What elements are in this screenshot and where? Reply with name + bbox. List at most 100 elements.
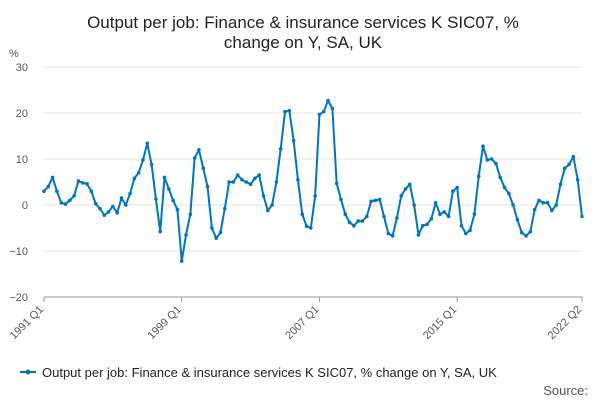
data-point — [309, 226, 313, 230]
series-line — [43, 99, 583, 263]
data-point — [46, 184, 51, 189]
data-point — [141, 158, 145, 162]
data-point — [175, 207, 180, 212]
y-tick-label: 0 — [22, 200, 28, 212]
data-point — [382, 214, 386, 219]
data-point — [562, 166, 567, 170]
data-point — [214, 236, 218, 240]
data-point — [339, 197, 343, 202]
x-tick-label: 1991 Q1 — [8, 304, 46, 342]
data-point — [515, 217, 520, 222]
data-point — [412, 203, 416, 207]
chart-title-line-2: change on Y, SA, UK — [224, 33, 383, 52]
data-point — [321, 109, 326, 114]
data-point — [386, 231, 391, 236]
y-tick-label: 30 — [16, 62, 28, 74]
data-point — [476, 174, 481, 179]
data-point — [261, 194, 266, 198]
data-point — [59, 200, 64, 205]
data-point — [162, 175, 167, 180]
data-point — [158, 229, 163, 234]
data-point — [334, 181, 339, 186]
data-point — [489, 157, 494, 161]
data-point — [167, 187, 171, 191]
data-point — [567, 162, 571, 167]
y-tick-label: −10 — [9, 246, 28, 258]
source-label: Source: — [543, 383, 588, 398]
data-point — [55, 189, 59, 193]
data-point — [227, 180, 231, 184]
x-tick-label: 2015 Q1 — [421, 304, 459, 342]
x-tick-label: 2007 Q1 — [283, 304, 321, 342]
x-axis: 1991 Q1 1999 Q1 2007 Q1 2015 Q1 2022 Q2 — [8, 296, 584, 342]
data-point — [231, 180, 236, 184]
series-layer — [42, 98, 584, 263]
x-tick-label: 1999 Q1 — [146, 304, 184, 342]
data-point — [119, 196, 124, 200]
data-point — [377, 197, 382, 202]
data-point — [481, 144, 485, 148]
data-point — [395, 216, 399, 220]
data-point — [106, 210, 111, 214]
data-point — [399, 194, 404, 198]
data-point — [463, 231, 468, 236]
data-point — [257, 173, 262, 177]
data-point — [326, 98, 330, 103]
data-point — [98, 206, 102, 211]
y-axis-unit-label: % — [9, 48, 19, 60]
legend: Output per job: Finance & insurance serv… — [20, 365, 497, 380]
data-point — [571, 154, 576, 159]
data-point — [128, 191, 132, 196]
data-point — [266, 208, 270, 213]
data-point — [93, 201, 98, 206]
data-point — [356, 219, 360, 223]
data-point — [511, 203, 515, 207]
data-point — [502, 185, 507, 190]
data-point — [283, 109, 287, 114]
data-point — [451, 189, 455, 193]
data-point — [76, 179, 81, 183]
data-point — [244, 180, 249, 184]
data-point — [201, 166, 206, 170]
data-point — [184, 233, 188, 237]
data-point — [369, 199, 373, 204]
data-point — [205, 184, 210, 189]
data-point — [300, 212, 305, 216]
data-point — [85, 182, 89, 186]
data-point — [123, 203, 128, 207]
data-point — [111, 204, 115, 209]
data-point — [558, 182, 563, 187]
data-point — [550, 208, 554, 213]
data-point — [580, 214, 584, 219]
data-point — [248, 182, 253, 187]
data-point — [442, 210, 447, 214]
data-point — [360, 219, 365, 223]
data-point — [296, 177, 300, 182]
data-point — [136, 171, 141, 175]
y-tick-label: 20 — [16, 108, 28, 120]
data-point — [240, 177, 244, 182]
data-point — [149, 162, 154, 167]
data-point — [115, 211, 119, 215]
data-point — [132, 176, 137, 181]
data-point — [317, 112, 322, 117]
data-point — [472, 212, 477, 216]
data-point — [373, 198, 378, 203]
data-point — [154, 197, 158, 201]
data-point — [72, 194, 76, 198]
data-point — [330, 106, 335, 111]
data-point — [42, 189, 46, 193]
data-point — [102, 213, 107, 217]
data-point — [352, 223, 356, 228]
data-point — [519, 230, 524, 235]
x-tick-label: 2022 Q2 — [546, 304, 584, 342]
data-point — [68, 198, 72, 203]
data-point — [270, 203, 274, 207]
legend-label: Output per job: Finance & insurance serv… — [42, 365, 497, 380]
data-point — [291, 138, 296, 143]
chart-title-line-1: Output per job: Finance & insurance serv… — [87, 13, 519, 32]
data-point — [287, 108, 292, 113]
data-point — [304, 224, 309, 228]
data-point — [494, 161, 498, 166]
